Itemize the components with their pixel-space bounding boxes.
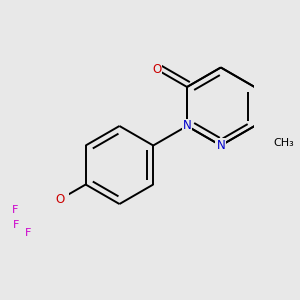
Text: F: F xyxy=(12,205,19,215)
Text: CH₃: CH₃ xyxy=(273,138,294,148)
Text: O: O xyxy=(56,193,65,206)
Text: F: F xyxy=(25,227,32,238)
Text: N: N xyxy=(216,139,225,152)
Text: F: F xyxy=(13,220,19,230)
Text: N: N xyxy=(183,119,191,133)
Text: O: O xyxy=(152,63,161,76)
